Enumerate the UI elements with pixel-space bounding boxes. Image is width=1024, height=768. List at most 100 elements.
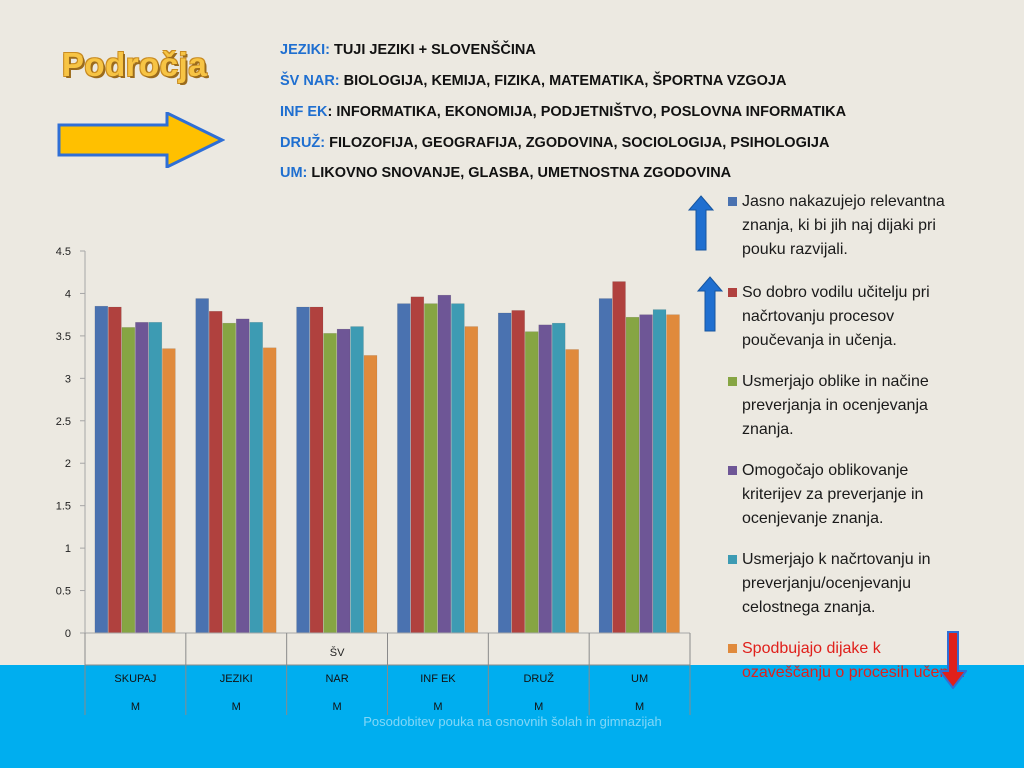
footer-text: Posodobitev pouka na osnovnih šolah in g…	[363, 714, 662, 729]
subject-line-inf-ek: INF EK: INFORMATIKA, EKONOMIJA, PODJETNI…	[280, 104, 846, 120]
arrow-up-icon	[688, 195, 714, 251]
bar	[336, 328, 351, 634]
category-label: SKUPAJ	[114, 673, 156, 685]
category-label-bottom: M	[232, 701, 241, 713]
bar	[296, 306, 310, 634]
y-tick-label: 2	[65, 458, 71, 470]
bar	[263, 347, 277, 634]
y-tick-label: 4.5	[56, 246, 71, 258]
legend-label: Omogočajo oblikovanje kriterijev za prev…	[742, 462, 924, 527]
legend-swatch	[728, 466, 737, 475]
bar	[363, 355, 378, 634]
legend-swatch	[728, 377, 737, 386]
bar	[195, 298, 209, 634]
subject-key: ŠV NAR:	[280, 73, 340, 89]
subject-line-jeziki: JEZIKI: TUJI JEZIKI + SLOVENŠČINA	[280, 42, 536, 58]
category-label-bottom: M	[534, 701, 543, 713]
legend-label: Jasno nakazujejo relevantna znanja, ki b…	[742, 193, 945, 258]
category-label-bottom: M	[332, 701, 341, 713]
category-label-top: ŠV	[330, 646, 345, 659]
subject-key: JEZIKI:	[280, 42, 330, 58]
bar	[666, 314, 680, 634]
legend-label: Usmerjajo k načrtovanju in preverjanju/o…	[742, 551, 931, 616]
bar	[135, 322, 149, 634]
bar	[249, 322, 263, 634]
bar	[639, 314, 653, 634]
y-tick-label: 0.5	[56, 586, 71, 598]
category-label: INF EK	[420, 673, 456, 685]
category-label: UM	[631, 673, 648, 685]
bar	[236, 318, 250, 634]
bar	[209, 311, 223, 634]
arrow-down-icon	[939, 631, 967, 689]
y-tick-label: 4	[65, 288, 71, 300]
subject-value: FILOZOFIJA, GEOGRAFIJA, ZGODOVINA, SOCIO…	[325, 135, 830, 151]
bar	[309, 306, 324, 634]
bar	[94, 305, 109, 634]
subject-value: LIKOVNO SNOVANJE, GLASBA, UMETNOSTNA ZGO…	[307, 165, 732, 181]
bar	[397, 303, 411, 634]
arrow-up-icon	[697, 276, 723, 332]
bar	[652, 309, 667, 634]
legend-item: So dobro vodilu učitelju pri načrtovanju…	[728, 281, 968, 353]
legend-swatch	[728, 288, 737, 297]
bottom-blue-band	[0, 665, 1024, 768]
y-tick-label: 1.5	[56, 501, 71, 513]
bar	[410, 296, 425, 634]
subject-key: INF EK	[280, 104, 328, 120]
legend-item: Usmerjajo k načrtovanju in preverjanju/o…	[728, 548, 968, 620]
category-label: JEZIKI	[220, 673, 253, 685]
bar	[121, 327, 136, 634]
bar	[437, 294, 452, 634]
bar	[464, 326, 479, 634]
bar	[565, 349, 579, 634]
legend-label: So dobro vodilu učitelju pri načrtovanju…	[742, 284, 930, 349]
bar	[538, 324, 552, 634]
subject-line-sv-nar: ŠV NAR: BIOLOGIJA, KEMIJA, FIZIKA, MATEM…	[280, 73, 786, 89]
legend-swatch	[728, 197, 737, 206]
bar	[511, 310, 525, 634]
subject-key: UM:	[280, 165, 308, 181]
subject-value: TUJI JEZIKI + SLOVENŠČINA	[329, 42, 536, 58]
bar	[552, 322, 566, 634]
category-label-bottom: M	[635, 701, 644, 713]
slide-title: Področja	[62, 46, 208, 83]
bar	[625, 316, 640, 634]
y-tick-label: 3.5	[56, 331, 71, 343]
bar	[108, 306, 122, 634]
bar	[222, 322, 236, 634]
legend-label: Usmerjajo oblike in načine preverjanja i…	[742, 373, 929, 438]
y-tick-label: 0	[65, 628, 71, 640]
bar	[148, 322, 163, 634]
bar	[525, 331, 539, 634]
bar	[323, 333, 337, 634]
legend-swatch	[728, 555, 737, 564]
subject-key: DRUŽ:	[280, 135, 326, 151]
arrow-right-icon	[57, 112, 225, 168]
legend-swatch	[728, 644, 737, 653]
category-label-bottom: M	[131, 701, 140, 713]
bar	[451, 303, 465, 634]
category-label-bottom: M	[433, 701, 442, 713]
legend-item: Jasno nakazujejo relevantna znanja, ki b…	[728, 190, 968, 262]
subject-value: BIOLOGIJA, KEMIJA, FIZIKA, MATEMATIKA, Š…	[339, 73, 787, 89]
bar	[598, 298, 613, 634]
subject-line-um: UM: LIKOVNO SNOVANJE, GLASBA, UMETNOSTNA…	[280, 165, 731, 181]
y-tick-label: 1	[65, 543, 71, 555]
y-tick-label: 3	[65, 373, 71, 385]
bar	[612, 281, 626, 634]
bar	[350, 326, 364, 634]
subject-value: : INFORMATIKA, EKONOMIJA, PODJETNIŠTVO, …	[327, 104, 847, 120]
bar	[424, 303, 438, 634]
bar	[498, 312, 512, 634]
bar	[162, 348, 176, 634]
category-label: DRUŽ	[523, 672, 554, 685]
legend-item: Usmerjajo oblike in načine preverjanja i…	[728, 370, 968, 442]
legend-item-highlighted: Spodbujajo dijake k ozaveščanju o proces…	[728, 637, 968, 685]
subject-line-druz: DRUŽ: FILOZOFIJA, GEOGRAFIJA, ZGODOVINA,…	[280, 135, 829, 151]
category-label: NAR	[325, 673, 348, 685]
legend-item: Omogočajo oblikovanje kriterijev za prev…	[728, 459, 968, 531]
legend-label: Spodbujajo dijake k ozaveščanju o proces…	[742, 640, 966, 681]
y-tick-label: 2.5	[56, 416, 71, 428]
